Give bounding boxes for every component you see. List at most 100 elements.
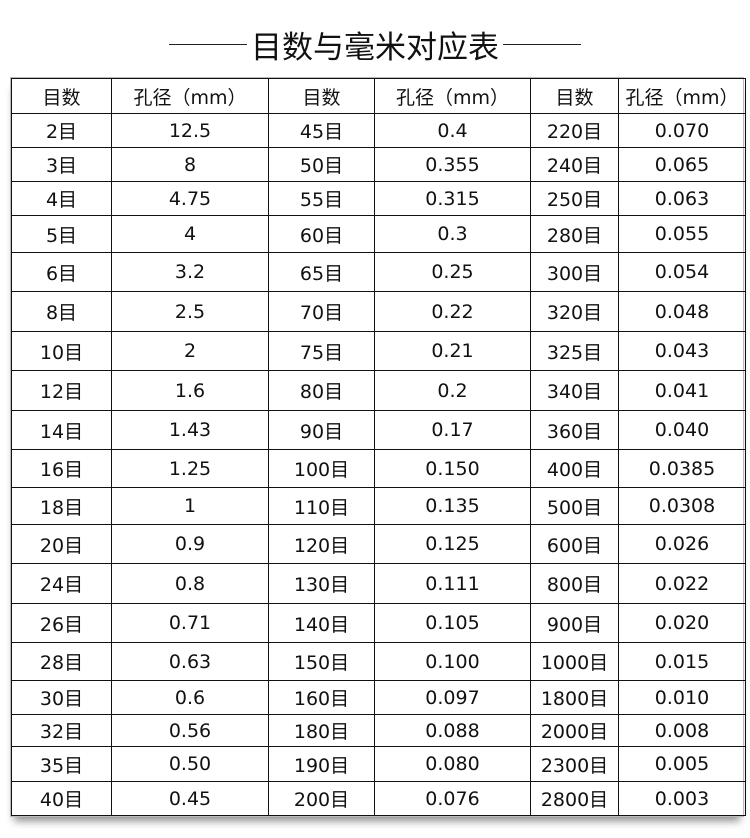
- mesh-cell: 190目: [268, 746, 375, 782]
- mesh-cell: 12目: [11, 370, 112, 411]
- mesh-cell: 5目: [11, 215, 112, 253]
- table-row: 40目 0.45 200目 0.076 2800目 0.003: [11, 781, 746, 816]
- aperture-cell: 0.50: [111, 746, 269, 782]
- aperture-cell: 0.088: [374, 714, 531, 747]
- mesh-cell: 1000目: [530, 642, 619, 681]
- aperture-cell: 4.75: [111, 181, 269, 216]
- table-row: 26目 0.71 140目 0.105 900目 0.020: [11, 603, 746, 643]
- table-row: 2目 12.5 45目 0.4 220目 0.070: [11, 113, 746, 148]
- mesh-cell: 160目: [268, 680, 375, 715]
- aperture-cell: 0.070: [618, 113, 746, 148]
- column-header: 孔径（mm）: [111, 78, 269, 114]
- mesh-cell: 325目: [530, 331, 619, 371]
- mesh-cell: 200目: [268, 781, 375, 816]
- column-header: 目数: [530, 78, 619, 114]
- aperture-cell: 0.026: [618, 524, 746, 564]
- table-row: 5目 4 60目 0.3 280目 0.055: [11, 215, 746, 253]
- mesh-cell: 250目: [530, 181, 619, 216]
- mesh-cell: 6目: [11, 252, 112, 292]
- mesh-cell: 900目: [530, 603, 619, 643]
- mesh-cell: 800目: [530, 563, 619, 604]
- mesh-table-container: 目数 孔径（mm） 目数 孔径（mm） 目数 孔径（mm） 2目 12.5 45目 0.4 220目…: [10, 77, 746, 817]
- aperture-cell: 0.054: [618, 252, 746, 292]
- aperture-cell: 8: [111, 147, 269, 182]
- aperture-cell: 0.125: [374, 524, 531, 564]
- mesh-cell: 400目: [530, 449, 619, 488]
- aperture-cell: 0.315: [374, 181, 531, 216]
- mesh-cell: 2300目: [530, 746, 619, 782]
- aperture-cell: 0.111: [374, 563, 531, 604]
- mesh-cell: 240目: [530, 147, 619, 182]
- aperture-cell: 0.048: [618, 291, 746, 332]
- aperture-cell: 0.005: [618, 746, 746, 782]
- mesh-cell: 300目: [530, 252, 619, 292]
- aperture-cell: 0.71: [111, 603, 269, 643]
- aperture-cell: 0.3: [374, 215, 531, 253]
- aperture-cell: 0.9: [111, 524, 269, 564]
- aperture-cell: 0.45: [111, 781, 269, 816]
- mesh-cell: 180目: [268, 714, 375, 747]
- mesh-cell: 20目: [11, 524, 112, 564]
- mesh-cell: 220目: [530, 113, 619, 148]
- mesh-cell: 100目: [268, 449, 375, 488]
- title-rule-left: [169, 43, 247, 45]
- aperture-cell: 4: [111, 215, 269, 253]
- aperture-cell: 1.25: [111, 449, 269, 488]
- mesh-cell: 70目: [268, 291, 375, 332]
- mesh-cell: 140目: [268, 603, 375, 643]
- aperture-cell: 1.6: [111, 370, 269, 411]
- mesh-cell: 80目: [268, 370, 375, 411]
- mesh-cell: 26目: [11, 603, 112, 643]
- aperture-cell: 0.010: [618, 680, 746, 715]
- aperture-cell: 2: [111, 331, 269, 371]
- title-rule-right: [503, 43, 581, 45]
- mesh-cell: 280目: [530, 215, 619, 253]
- mesh-cell: 65目: [268, 252, 375, 292]
- page-title: 目数与毫米对应表: [251, 29, 499, 66]
- aperture-cell: 0.063: [618, 181, 746, 216]
- table-row: 35目 0.50 190目 0.080 2300目 0.005: [11, 746, 746, 782]
- aperture-cell: 1: [111, 487, 269, 525]
- aperture-cell: 0.25: [374, 252, 531, 292]
- aperture-cell: 0.150: [374, 449, 531, 488]
- aperture-cell: 0.043: [618, 331, 746, 371]
- mesh-cell: 18目: [11, 487, 112, 525]
- mesh-cell: 130目: [268, 563, 375, 604]
- mesh-cell: 2000目: [530, 714, 619, 747]
- mesh-cell: 320目: [530, 291, 619, 332]
- aperture-cell: 0.21: [374, 331, 531, 371]
- column-header: 孔径（mm）: [374, 78, 531, 114]
- aperture-cell: 0.0385: [618, 449, 746, 488]
- aperture-cell: 0.055: [618, 215, 746, 253]
- aperture-cell: 0.63: [111, 642, 269, 681]
- aperture-cell: 0.56: [111, 714, 269, 747]
- table-row: 18目 1 110目 0.135 500目 0.0308: [11, 487, 746, 525]
- mesh-cell: 360目: [530, 410, 619, 450]
- aperture-cell: 0.17: [374, 410, 531, 450]
- aperture-cell: 0.8: [111, 563, 269, 604]
- mesh-cell: 110目: [268, 487, 375, 525]
- mesh-cell: 55目: [268, 181, 375, 216]
- table-header-row: 目数 孔径（mm） 目数 孔径（mm） 目数 孔径（mm）: [11, 78, 746, 114]
- table-row: 16目 1.25 100目 0.150 400目 0.0385: [11, 449, 746, 488]
- aperture-cell: 0.135: [374, 487, 531, 525]
- aperture-cell: 0.2: [374, 370, 531, 411]
- aperture-cell: 0.020: [618, 603, 746, 643]
- aperture-cell: 2.5: [111, 291, 269, 332]
- aperture-cell: 0.076: [374, 781, 531, 816]
- title-area: 目数与毫米对应表: [0, 22, 750, 66]
- table-row: 28目 0.63 150目 0.100 1000目 0.015: [11, 642, 746, 681]
- mesh-cell: 1800目: [530, 680, 619, 715]
- mesh-cell: 90目: [268, 410, 375, 450]
- table-row: 24目 0.8 130目 0.111 800目 0.022: [11, 563, 746, 604]
- aperture-cell: 0.022: [618, 563, 746, 604]
- column-header: 目数: [11, 78, 112, 114]
- mesh-cell: 14目: [11, 410, 112, 450]
- mesh-cell: 35目: [11, 746, 112, 782]
- column-header: 孔径（mm）: [618, 78, 746, 114]
- mesh-cell: 8目: [11, 291, 112, 332]
- table-row: 14目 1.43 90目 0.17 360目 0.040: [11, 410, 746, 450]
- mesh-cell: 2目: [11, 113, 112, 148]
- table-row: 6目 3.2 65目 0.25 300目 0.054: [11, 252, 746, 292]
- aperture-cell: 1.43: [111, 410, 269, 450]
